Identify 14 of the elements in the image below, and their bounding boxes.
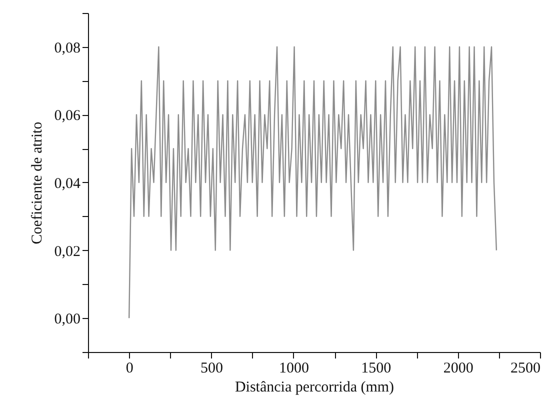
x-tick-label: 2000 bbox=[443, 360, 474, 376]
y-tick-label: 0,02 bbox=[54, 244, 80, 260]
x-tick-label: 1000 bbox=[278, 360, 309, 376]
line-series bbox=[128, 46, 498, 319]
x-axis-title: Distância percorrida (mm) bbox=[234, 380, 394, 396]
x-tick-label: 1500 bbox=[361, 360, 392, 376]
y-tick-label: 0,08 bbox=[54, 40, 80, 56]
y-tick-label: 0,04 bbox=[54, 176, 81, 192]
y-tick-label: 0,06 bbox=[54, 108, 81, 124]
y-axis-title: Coeficiente de atrito bbox=[29, 122, 46, 244]
x-tick-label: 500 bbox=[200, 360, 224, 376]
y-tick-label: 0,00 bbox=[54, 312, 80, 328]
x-tick-label: 2500 bbox=[510, 360, 540, 376]
x-tick-label: 0 bbox=[126, 360, 134, 376]
